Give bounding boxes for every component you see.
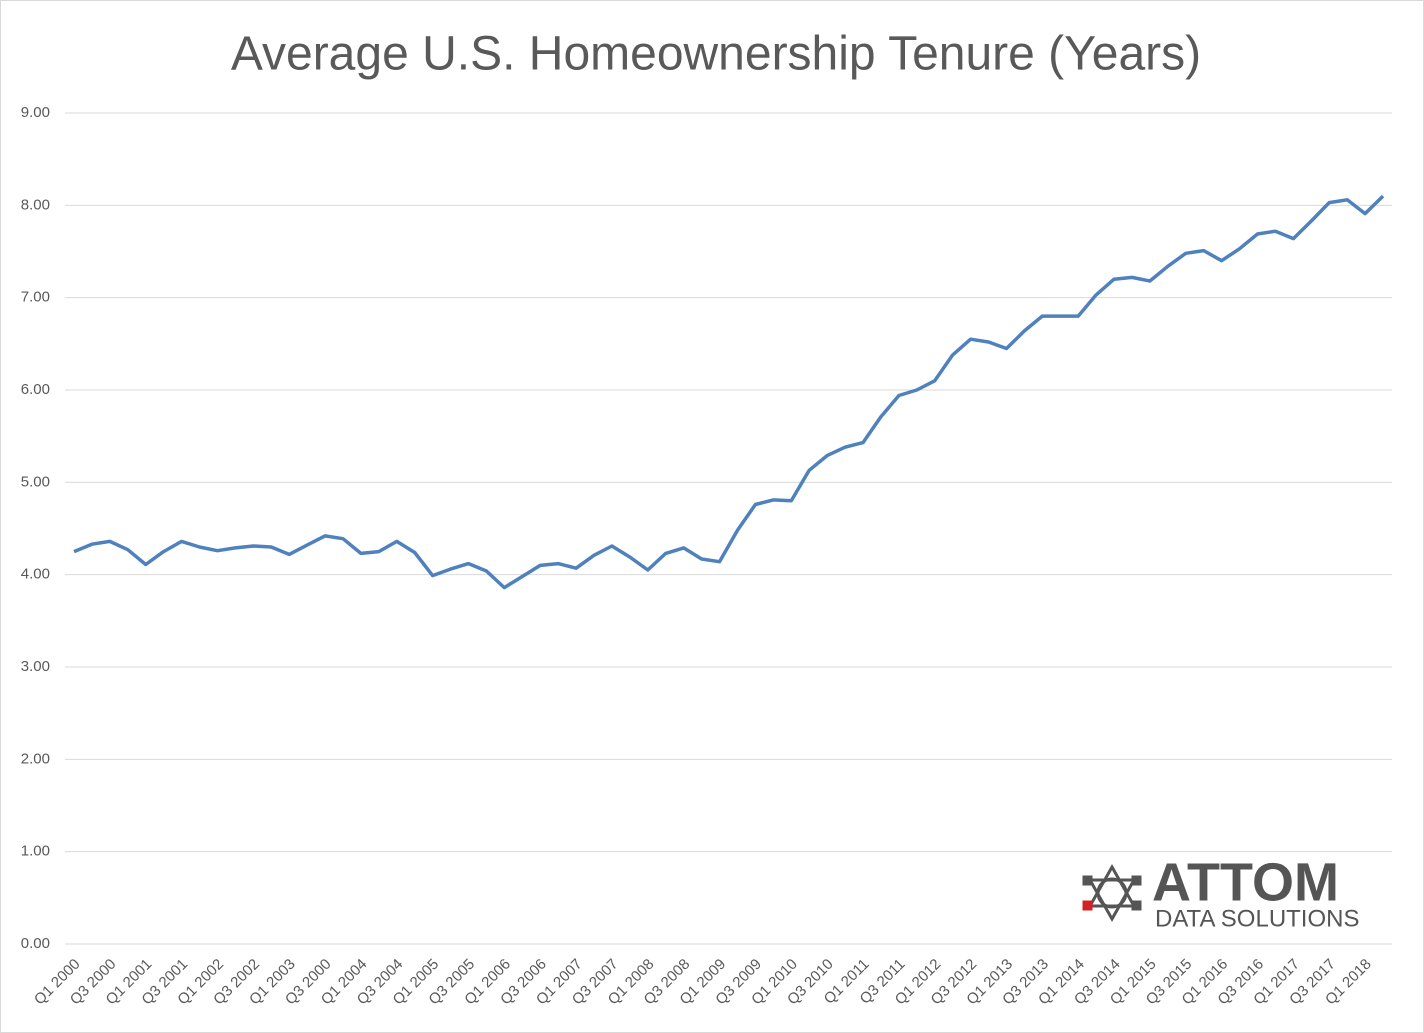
logo-name: ATTOM (1152, 852, 1339, 912)
y-tick-label: 1.00 (21, 843, 50, 860)
y-tick-label: 8.00 (21, 196, 50, 213)
logo-icon (1082, 863, 1142, 923)
y-tick-label: 6.00 (21, 381, 50, 398)
line-series (73, 194, 1385, 590)
y-tick-label: 0.00 (21, 935, 50, 952)
chart-title: Average U.S. Homeownership Tenure (Years… (231, 28, 1201, 81)
y-tick-label: 3.00 (21, 658, 50, 675)
y-tick-label: 9.00 (21, 104, 50, 121)
y-tick-label: 2.00 (21, 750, 50, 767)
y-tick-label: 7.00 (21, 289, 50, 306)
logo-tagline: DATA SOLUTIONS (1155, 905, 1359, 932)
logo: ATTOM DATA SOLUTIONS (1082, 852, 1359, 932)
y-tick-label: 5.00 (21, 473, 50, 490)
y-tick-label: 4.00 (21, 566, 50, 583)
